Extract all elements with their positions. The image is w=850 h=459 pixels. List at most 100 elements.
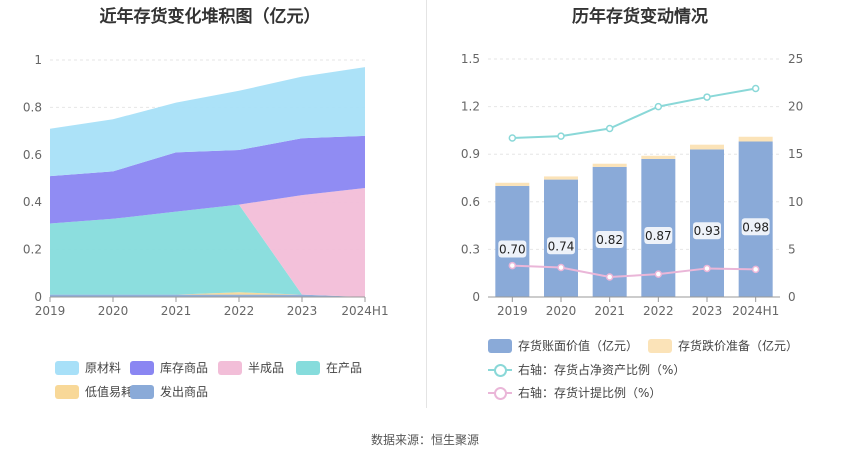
area-series [50,204,365,297]
y-tick-label: 0.9 [461,147,480,161]
data-label-bg [693,222,721,240]
y2-tick-label: 15 [788,147,803,161]
y-tick-label: 0 [472,290,480,304]
inventory-ratio-point [508,134,517,142]
area-series [50,67,365,177]
bar-cap [592,163,627,167]
bar-cap [495,182,530,186]
y-tick-label: 1.2 [461,100,480,114]
legend-label: 原材料 [85,361,122,375]
y-tick-label: 0.2 [23,243,42,257]
provision-ratio-point [654,270,663,278]
legend-item[interactable]: 库存商品 [130,359,208,376]
legend-label: 存货账面价值（亿元） [518,339,639,353]
bar-data-label: 0.82 [596,233,623,247]
provision-ratio-point [703,264,711,273]
stacked-area-chart: 0 0.2 0.4 0.6 0.8 1 2019 2020 2021 2022 2023 2024H1 [23,53,389,318]
legend-item[interactable]: 右轴：存货计提比例（%） [488,384,661,401]
inventory-ratio-line [512,87,756,140]
bar-data-label: 0.93 [694,224,721,238]
y2-tick-label: 25 [788,52,803,66]
right-chart-title: 历年存货变动情况 [572,7,708,27]
inventory-ratio-point [557,132,565,140]
y2-tick-label: 0 [788,290,796,304]
inventory-ratio-point [605,124,614,133]
legend-swatch [218,360,242,375]
legend-label: 在产品 [326,361,363,375]
data-label-bg [498,240,527,258]
legend-item[interactable]: 半成品 [218,359,284,376]
x-tick-label: 2022 [224,304,255,318]
x-tick-label: 2021 [594,304,625,318]
x-tick-label: 2019 [497,304,528,318]
area-series [50,187,365,297]
legend-swatch [296,360,320,375]
legend-swatch [648,338,672,353]
y-tick-label: 0.4 [23,195,42,209]
y2-tick-label: 10 [788,195,803,209]
data-label-bg [547,237,575,255]
bar-data-label: 0.70 [499,242,526,256]
x-tick-label: 2021 [161,304,192,318]
x-tick-label: 2024H1 [341,304,388,318]
legend-item[interactable]: 存货账面价值（亿元） [488,337,638,354]
panel-divider [426,0,427,408]
bar-data-label: 0.87 [645,229,672,243]
legend-item[interactable]: 在产品 [296,359,362,376]
inventory-ratio-point [751,84,760,93]
legend-marker [494,363,507,377]
area-series [50,135,365,224]
data-label-bg [595,230,624,248]
y-tick-label: 1 [34,53,42,67]
y2-tick-label: 5 [788,242,796,256]
legend-swatch [55,360,79,375]
legend-label: 半成品 [248,361,285,375]
legend-swatch [130,384,154,399]
legend-label: 发出商品 [160,385,209,399]
legend-swatch [55,384,79,399]
bar-line-chart: 0 0.3 0.6 0.9 1.2 1.5 0 5 10 15 20 25 0.70 0.74 0.82 0.… [461,52,803,318]
legend-item[interactable]: 右轴：存货占净资产比例（%） [488,361,685,378]
bar-cap [690,144,724,150]
data-source: 数据来源：恒生聚源 [370,433,479,447]
y-tick-label: 0.6 [23,148,42,162]
bar-cap [738,136,773,142]
x-tick-label: 2022 [643,304,674,318]
legend-swatch [488,363,512,377]
legend-swatch [488,338,512,353]
provision-ratio-point [557,263,565,272]
provision-ratio-point [605,273,614,281]
y2-tick-label: 20 [788,100,803,114]
legend-item[interactable]: 存货跌价准备（亿元） [648,337,798,354]
y-tick-label: 0.8 [23,100,42,114]
x-tick-label: 2020 [546,304,577,318]
x-tick-label: 2020 [98,304,129,318]
left-chart-title: 近年存货变化堆积图（亿元） [99,7,321,27]
bar-data-label: 0.74 [548,239,575,253]
bar-data-label: 0.98 [742,220,769,234]
bar-cap [544,176,578,180]
bar-cap [641,155,676,159]
x-tick-label: 2019 [35,304,66,318]
provision-ratio-point [508,261,517,270]
provision-ratio-line [512,264,756,279]
area-series [50,294,365,297]
y-tick-label: 0 [34,290,42,304]
y-tick-label: 0.6 [461,195,480,209]
legend-item[interactable]: 原材料 [55,359,121,376]
data-label-bg [741,218,770,236]
y-tick-label: 1.5 [461,52,480,66]
legend-label: 存货跌价准备（亿元） [678,339,799,353]
x-tick-label: 2023 [692,304,723,318]
legend-label: 右轴：存货计提比例（%） [518,386,662,400]
legend-swatch [488,386,512,400]
provision-ratio-point [751,265,760,274]
legend-swatch [130,360,154,375]
inventory-ratio-point [654,102,663,111]
legend-label: 右轴：存货占净资产比例（%） [518,363,686,377]
y-tick-label: 0.3 [461,242,480,256]
x-tick-label: 2024H1 [732,304,779,318]
legend-item[interactable]: 发出商品 [130,383,208,400]
x-tick-label: 2023 [287,304,318,318]
data-label-bg [644,226,673,244]
